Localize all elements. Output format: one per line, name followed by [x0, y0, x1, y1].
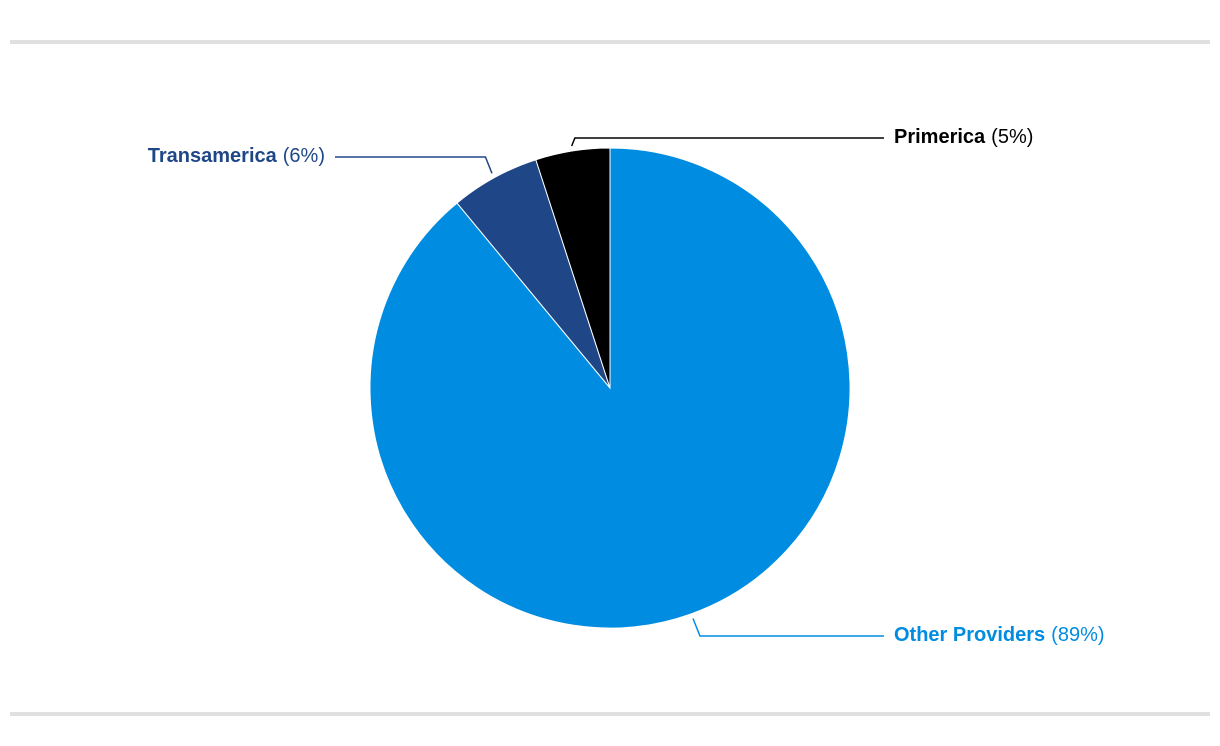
slice-name: Primerica [894, 126, 986, 148]
slice-label: Transamerica (6%) [148, 145, 325, 167]
slice-label: Primerica (5%) [894, 126, 1033, 148]
leader-line [692, 618, 884, 637]
pie-slice [535, 147, 611, 389]
slice-name: Other Providers [894, 624, 1045, 646]
slice-value-label: (6%) [283, 145, 325, 167]
leader-line [335, 156, 493, 174]
slice-name: Transamerica [148, 145, 278, 167]
slice-label: Other Providers (89%) [894, 624, 1105, 646]
slice-value-label: (89%) [1051, 624, 1104, 646]
slice-value-label: (5%) [991, 126, 1033, 148]
leader-line [570, 137, 884, 147]
